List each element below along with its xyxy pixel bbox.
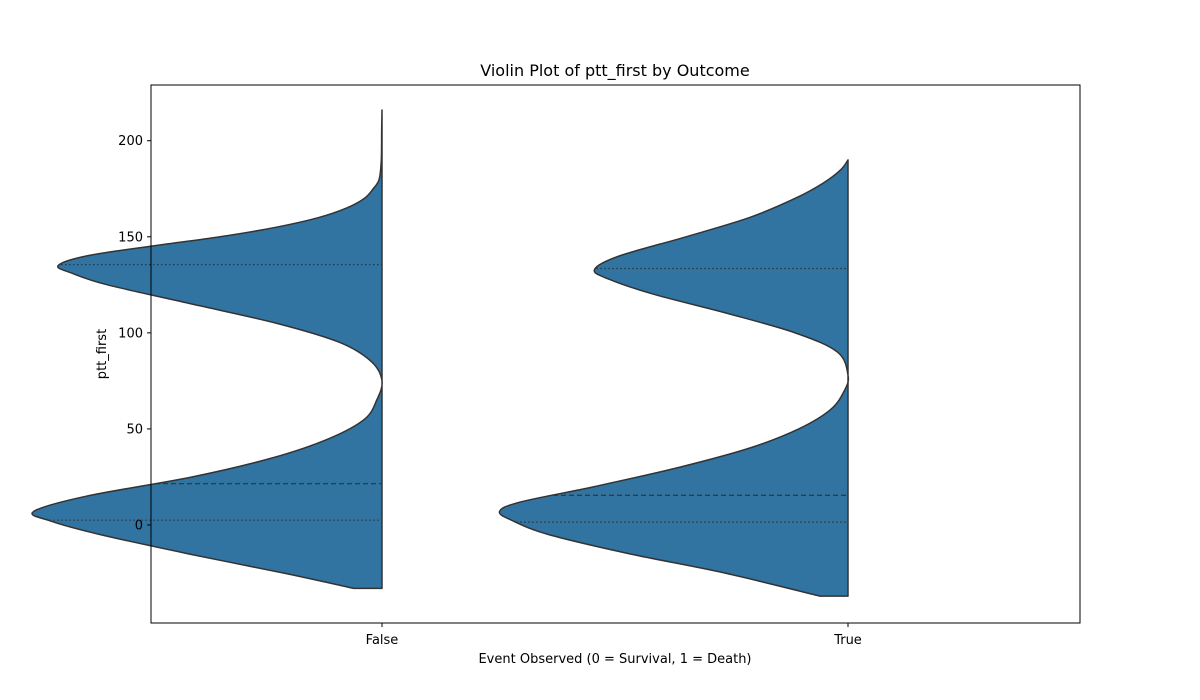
- x-tick-label: True: [833, 633, 862, 648]
- y-tick-label: 150: [118, 230, 143, 245]
- x-axis-title: Event Observed (0 = Survival, 1 = Death): [478, 652, 751, 667]
- y-axis-title: ptt_first: [95, 329, 110, 379]
- x-axis-ticks: False True: [366, 623, 862, 648]
- x-tick-label: False: [366, 633, 399, 648]
- violin-true: [498, 159, 850, 597]
- chart-title: Violin Plot of ptt_first by Outcome: [480, 61, 749, 81]
- quartile-lines-layer: [49, 264, 848, 523]
- y-tick-label: 0: [135, 519, 143, 534]
- violin-false: [31, 109, 383, 590]
- y-tick-label: 50: [126, 422, 143, 437]
- y-tick-label: 100: [118, 326, 143, 341]
- y-axis-ticks: 0 50 100 150 200: [118, 134, 151, 534]
- y-tick-label: 200: [118, 134, 143, 149]
- violins-layer: [31, 109, 850, 597]
- plot-frame: [150, 84, 1081, 624]
